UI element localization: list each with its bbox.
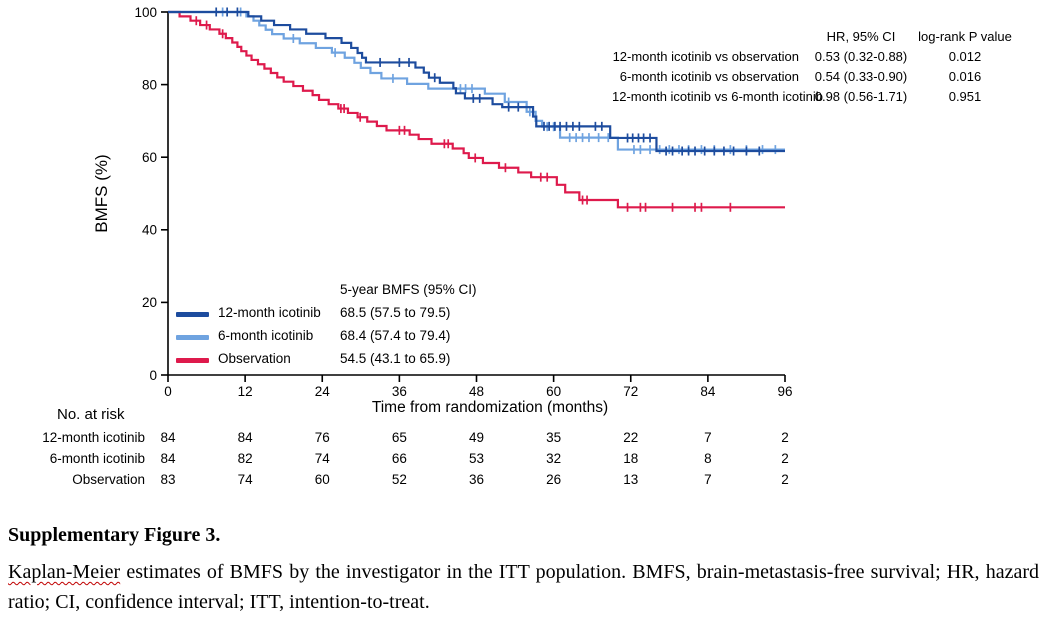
risk-count: 74 [237,472,253,487]
risk-count: 2 [781,472,789,487]
risk-count: 36 [468,472,485,487]
comparison-label: 12-month icotinib vs 6-month icotinib [612,89,823,104]
risk-count: 52 [391,472,407,487]
risk-count: 49 [468,430,485,445]
risk-count: 35 [546,430,562,445]
risk-count: 65 [391,430,407,445]
legend-label: 12-month icotinib [218,305,321,320]
caption-misspelled-term: Kaplan-Meier [8,561,121,583]
legend-value: 54.5 (43.1 to 65.9) [340,351,451,366]
comparison-label: 12-month icotinib vs observation [612,49,799,64]
hr-row-12m-vs-obs: 12-month icotinib vs observation 0.53 (0… [612,47,1013,67]
legend-swatch-12-month [176,312,209,317]
y-tick-label: 80 [142,77,157,92]
legend-swatch-cell [176,305,218,320]
risk-table-title: No. at risk [57,406,125,423]
risk-row-6-month: 6-month icotinib 84 82 74 66 53 32 18 8 2 [0,450,1047,468]
y-tick-label: 40 [142,223,157,238]
hr-row-12m-vs-6m: 12-month icotinib vs 6-month icotinib 0.… [612,87,1013,107]
x-tick-label: 48 [469,384,484,399]
risk-count: 53 [468,451,485,466]
risk-row-12-month: 12-month icotinib 84 84 76 65 49 35 22 7 2 [0,429,1047,447]
hr-header-row: HR, 95% CI log-rank P value [612,27,1013,47]
x-tick-label: 36 [392,384,407,399]
risk-count: 76 [314,430,330,445]
legend-label: 6-month icotinib [218,328,314,343]
legend-item-6-month: 6-month icotinib 68.4 (57.4 to 79.4) [176,324,477,347]
legend-value: 68.5 (57.5 to 79.5) [340,305,451,320]
risk-row-label: 12-month icotinib [42,430,145,445]
caption-body: Kaplan-Meier estimates of BMFS by the in… [8,557,1039,617]
risk-count: 84 [160,430,176,445]
hr-value: 0.98 (0.56-1.71) [814,89,908,104]
risk-count: 60 [314,472,330,487]
x-tick-label: 0 [164,384,172,399]
legend-swatch-cell [176,328,218,343]
hr-value: 0.53 (0.32-0.88) [814,49,908,64]
km-curve-6-month-icotinib [168,7,785,155]
risk-count: 7 [704,472,712,487]
y-tick-label: 0 [149,368,157,383]
legend-header: 5-year BMFS (95% CI) [340,282,477,297]
figure-caption: Supplementary Figure 3. Kaplan-Meier est… [8,524,1039,617]
x-tick-label: 12 [238,384,253,399]
pvalue-column-header: log-rank P value [918,29,1012,44]
km-figure: 0 20 40 60 80 100 0 12 24 36 48 60 72 84 96 BMFS (%) Tim… [0,5,1047,500]
hr-row-6m-vs-obs: 6-month icotinib vs observation 0.54 (0.… [612,67,1013,87]
y-tick-label: 60 [142,150,157,165]
legend-value: 68.4 (57.4 to 79.4) [340,328,451,343]
risk-count: 32 [546,451,562,466]
km-curve-observation [168,10,785,212]
risk-row-label: 6-month icotinib [49,451,145,466]
risk-row-observation: Observation 83 74 60 52 36 26 13 7 2 [0,471,1047,489]
x-axis-title: Time from randomization (months) [372,399,608,416]
legend-swatch-6-month [176,335,209,340]
risk-count: 66 [391,451,407,466]
hr-column-header: HR, 95% CI [826,29,896,44]
legend-item-12-month: 12-month icotinib 68.5 (57.5 to 79.5) [176,301,477,324]
hr-value: 0.54 (0.33-0.90) [814,69,908,84]
risk-count: 2 [781,451,789,466]
x-tick-label: 72 [623,384,638,399]
risk-count: 22 [623,430,639,445]
risk-count: 84 [237,430,253,445]
p-value: 0.016 [948,69,982,84]
legend-item-observation: Observation 54.5 (43.1 to 65.9) [176,347,477,370]
km-curve-12-month-icotinib [168,7,785,156]
y-axis-title: BMFS (%) [92,154,111,232]
x-tick-label: 84 [700,384,716,399]
risk-count: 13 [623,472,639,487]
axes [161,11,786,382]
risk-count: 18 [623,451,639,466]
km-plot-svg: 0 20 40 60 80 100 0 12 24 36 48 60 72 84 96 BMFS (%) Tim… [92,5,793,416]
risk-count: 83 [160,472,176,487]
risk-table: No. at risk 12-month icotinib 84 84 76 65 49… [0,404,1047,500]
y-tick-label: 20 [142,295,157,310]
p-value: 0.951 [948,89,982,104]
risk-count: 2 [781,430,789,445]
risk-count: 8 [704,451,712,466]
legend-label: Observation [218,351,291,366]
x-tick-label: 96 [777,384,792,399]
y-tick-label: 100 [134,5,157,20]
legend-swatch-cell [176,351,218,366]
risk-count: 74 [314,451,330,466]
risk-row-label: Observation [72,472,145,487]
risk-count: 84 [160,451,176,466]
x-tick-label: 24 [315,384,331,399]
caption-title: Supplementary Figure 3. [8,524,221,546]
p-value: 0.012 [948,49,982,64]
legend-swatch-observation [176,358,209,363]
risk-count: 26 [546,472,562,487]
comparison-label: 6-month icotinib vs observation [619,69,799,84]
hr-stats-table: HR, 95% CI log-rank P value 12-month ico… [612,27,1013,107]
risk-count: 82 [237,451,253,466]
x-tick-label: 60 [546,384,561,399]
legend: 5-year BMFS (95% CI) 12-month icotinib 6… [176,279,477,370]
caption-body-text: estimates of BMFS by the investigator in… [8,561,1039,613]
risk-count: 7 [704,430,712,445]
